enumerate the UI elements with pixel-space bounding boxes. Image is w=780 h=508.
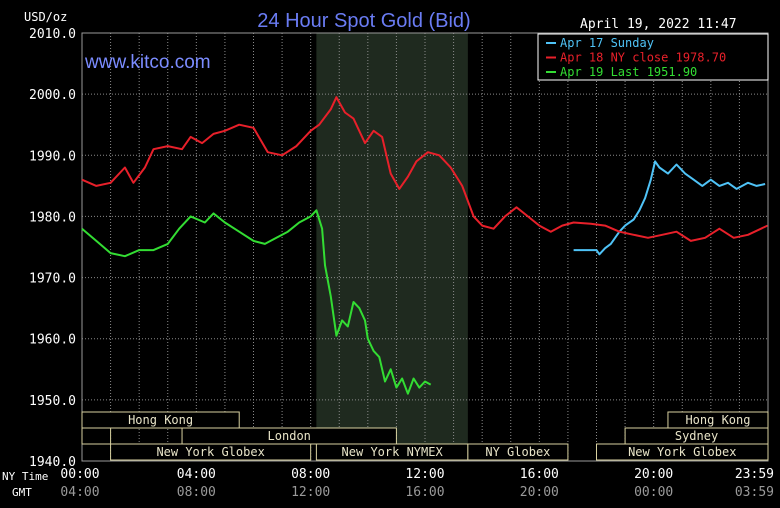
x-tick-label-gmt: 03:59 [735,485,774,500]
market-session-box [110,443,312,461]
x-tick-label-gmt: 04:00 [60,485,99,500]
x-tick-label-ny: 23:59 [735,467,774,482]
x-tick-label-gmt: 20:00 [520,485,559,500]
market-session-box [81,427,112,445]
market-session-label: London [268,429,311,443]
x-axis-label-ny: NY Time [2,470,48,483]
watermark: www.kitco.com [84,52,211,73]
x-tick-label-ny: 00:00 [60,467,99,482]
series-layer [81,96,768,395]
market-session-label: Hong Kong [128,413,193,427]
shaded-session-layer [316,33,468,461]
market-session-label: NY Globex [485,445,550,459]
series-line-2 [81,209,432,395]
market-session-box [81,411,240,429]
series-line-0 [573,160,766,256]
x-tick-label-ny: 12:00 [405,467,444,482]
legend-label: Apr 19 Last 1951.90 [560,65,697,79]
shaded-session-band [316,33,468,461]
market-sessions-layer: Hong Kong London New York Globex New York N… [81,411,769,461]
x-tick-label-gmt: 16:00 [405,485,444,500]
y-tick-label: 1970.0 [29,272,76,287]
legend-box [537,33,769,81]
market-session-box [596,443,769,461]
y-tick-label: 1940.0 [29,455,76,470]
x-axis-label-gmt: GMT [12,486,32,499]
x-tick-label-ny: 20:00 [634,467,673,482]
series-line-1 [81,96,768,242]
y-tick-label: 1950.0 [29,394,76,409]
market-session-label: New York NYMEX [342,445,444,459]
x-tick-label-gmt: 08:00 [177,485,216,500]
market-session-label: New York Globex [628,445,736,459]
y-tick-label: 1990.0 [29,149,76,164]
x-tick-label-ny: 16:00 [520,467,559,482]
market-session-box [467,443,569,461]
y-tick-label: 1980.0 [29,210,76,225]
x-tick-label-gmt: 12:00 [291,485,330,500]
plot-frame [81,32,769,462]
x-tick-label-ny: 08:00 [291,467,330,482]
legend-label: Apr 18 NY close 1978.70 [560,51,726,65]
y-axis-unit-label: USD/oz [24,10,67,24]
grid-layer [81,32,769,462]
market-session-label: Hong Kong [685,413,750,427]
market-session-label: New York Globex [156,445,264,459]
x-tick-label-ny: 04:00 [177,467,216,482]
chart-title: 24 Hour Spot Gold (Bid) [257,10,470,32]
market-session-label: Sydney [675,429,718,443]
legend-label: Apr 17 Sunday [560,36,654,50]
y-tick-label: 1960.0 [29,333,76,348]
axis-layer: 2010.0 2000.0 1990.0 1980.0 1970.0 1960.0 1950… [2,27,774,500]
timestamp: April 19, 2022 11:47 [580,17,737,32]
y-tick-label: 2000.0 [29,88,76,103]
x-tick-label-gmt: 00:00 [634,485,673,500]
y-tick-label: 2010.0 [29,27,76,42]
